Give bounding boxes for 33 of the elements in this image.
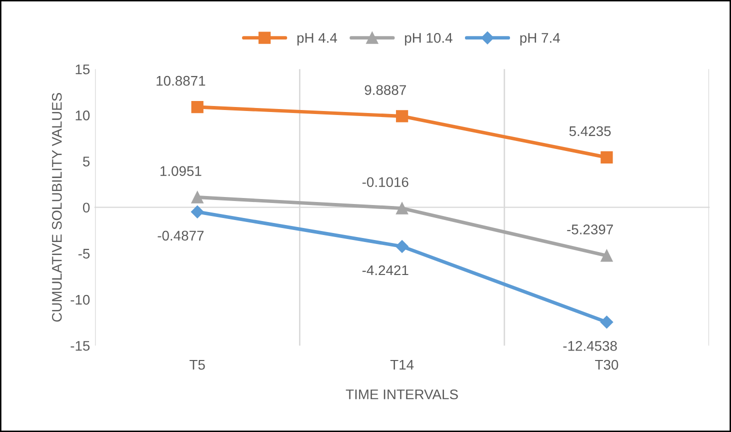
legend-label: pH 4.4: [297, 33, 338, 46]
y-tick-label: 15: [76, 64, 90, 74]
data-label: 1.0951: [160, 166, 202, 176]
y-axis-title: CUMULATIVE SOLUBILITY VALUES: [52, 92, 62, 322]
data-label: -0.4877: [158, 230, 204, 241]
data-label: -5.2397: [567, 224, 613, 234]
data-label: -12.4538: [563, 341, 617, 351]
point: [600, 250, 613, 262]
x-tick-label: T14: [390, 360, 414, 370]
y-tick-label: -15: [70, 341, 90, 351]
y-tick-label: 0: [82, 202, 90, 213]
data-label: -0.1016: [362, 177, 408, 188]
x-axis-title: TIME INTERVALS: [346, 389, 458, 400]
point: [190, 205, 204, 218]
x-tick-label: T30: [595, 360, 618, 370]
data-label: -4.2421: [362, 265, 408, 276]
point: [600, 151, 613, 164]
point: [396, 110, 408, 122]
data-label: 5.4235: [569, 126, 611, 136]
point: [191, 191, 204, 204]
legend-label: pH 7.4: [520, 33, 560, 46]
y-tick-label: -5: [78, 248, 90, 259]
legend-label: pH 10.4: [405, 32, 452, 46]
data-label: 10.8871: [156, 76, 206, 86]
point: [396, 202, 408, 214]
point: [191, 100, 204, 114]
y-tick-label: -10: [70, 294, 90, 305]
point: [600, 316, 614, 329]
y-tick-label: 5: [83, 156, 90, 166]
x-tick-label: T5: [190, 360, 205, 370]
y-tick-label: 10: [76, 110, 90, 120]
data-label: 9.8887: [364, 85, 406, 95]
point: [396, 240, 408, 253]
